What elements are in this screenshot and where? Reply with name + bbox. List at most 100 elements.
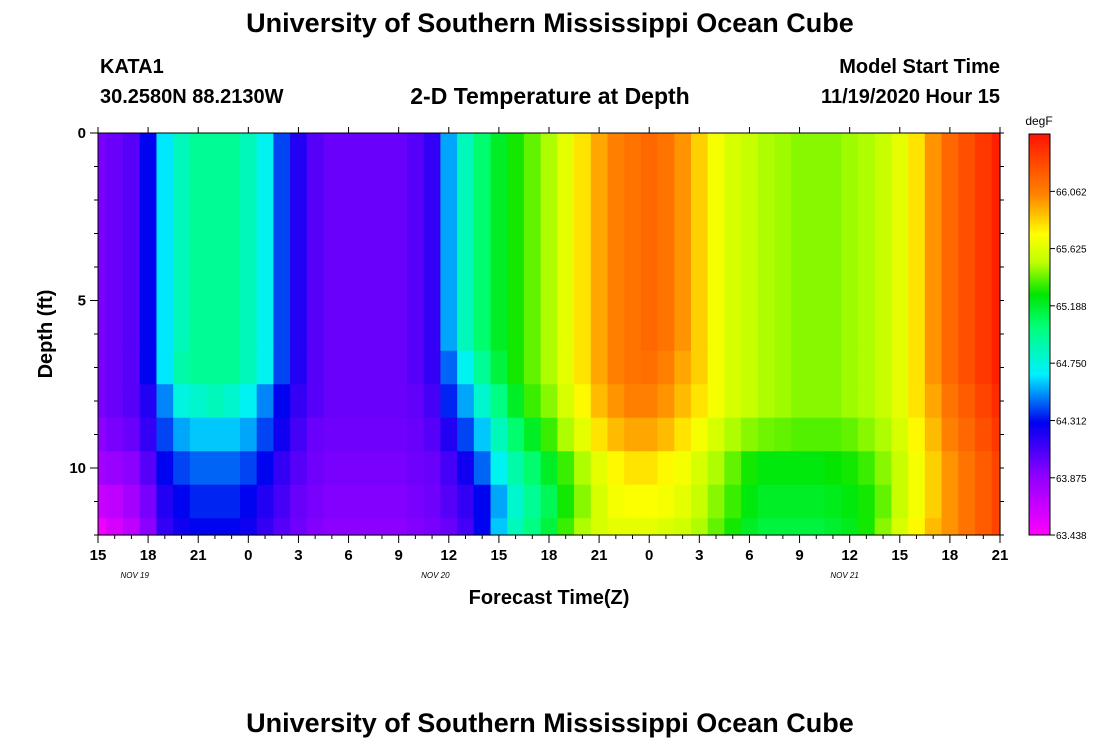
heatmap-cell bbox=[908, 451, 926, 486]
heatmap-cell bbox=[858, 133, 876, 352]
heatmap-cell bbox=[557, 384, 575, 419]
heatmap-cell bbox=[189, 417, 208, 452]
heatmap-cell bbox=[98, 350, 107, 385]
heatmap-cell bbox=[239, 451, 258, 486]
heatmap-cell bbox=[306, 417, 325, 452]
heatmap-cell bbox=[774, 384, 792, 419]
heatmap-cell bbox=[440, 451, 458, 486]
heatmap-cell bbox=[607, 350, 625, 385]
heatmap-cell bbox=[941, 518, 959, 536]
heatmap-cell bbox=[690, 384, 709, 419]
x-date-label: NOV 21 bbox=[830, 571, 858, 580]
heatmap-cell bbox=[373, 484, 391, 519]
heatmap-cell bbox=[407, 133, 425, 352]
heatmap-cell bbox=[173, 133, 191, 352]
heatmap-cell bbox=[306, 384, 325, 419]
colorbar-tick-label: 63.438 bbox=[1056, 531, 1087, 542]
heatmap-cell bbox=[306, 350, 325, 385]
heatmap-cell bbox=[908, 350, 926, 385]
heatmap-cell bbox=[774, 484, 792, 519]
heatmap-cell bbox=[674, 417, 692, 452]
heatmap-cell bbox=[807, 350, 826, 385]
heatmap-cell bbox=[523, 518, 542, 536]
heatmap-cell bbox=[523, 417, 542, 452]
heatmap-cell bbox=[507, 350, 525, 385]
heatmap-cell bbox=[807, 484, 826, 519]
heatmap-cell bbox=[173, 417, 191, 452]
heatmap-cell bbox=[390, 451, 408, 486]
heatmap-cell bbox=[941, 417, 959, 452]
heatmap-cell bbox=[674, 518, 692, 536]
heatmap-cell bbox=[390, 350, 408, 385]
heatmap-cell bbox=[874, 417, 893, 452]
heatmap-cell bbox=[390, 417, 408, 452]
heatmap-cell bbox=[657, 484, 675, 519]
heatmap-cell bbox=[540, 350, 558, 385]
heatmap-cell bbox=[858, 417, 876, 452]
heatmap-cell bbox=[958, 133, 976, 352]
heatmap-cell bbox=[607, 417, 625, 452]
heatmap-cell bbox=[490, 350, 508, 385]
heatmap-cell bbox=[874, 133, 893, 352]
heatmap-cell bbox=[858, 518, 876, 536]
heatmap-cell bbox=[807, 417, 826, 452]
heatmap-cell bbox=[407, 451, 425, 486]
heatmap-cell bbox=[323, 384, 341, 419]
heatmap-cell bbox=[891, 384, 909, 419]
heatmap-cell bbox=[223, 417, 241, 452]
heatmap-cell bbox=[807, 133, 826, 352]
colorbar-tick-label: 65.188 bbox=[1056, 302, 1087, 313]
heatmap-cell bbox=[974, 350, 993, 385]
heatmap-cell bbox=[574, 350, 592, 385]
heatmap-cell bbox=[791, 350, 809, 385]
x-tick-label: 18 bbox=[140, 547, 157, 564]
heatmap-cell bbox=[590, 384, 609, 419]
y-axis-label: Depth (ft) bbox=[35, 290, 57, 379]
heatmap-cell bbox=[473, 451, 492, 486]
heatmap-cell bbox=[223, 350, 241, 385]
heatmap-cell bbox=[941, 133, 959, 352]
heatmap-cell bbox=[106, 133, 124, 352]
heatmap-cell bbox=[457, 484, 475, 519]
heatmap-cell bbox=[924, 518, 943, 536]
heatmap-cell bbox=[156, 451, 174, 486]
heatmap-cell bbox=[841, 417, 859, 452]
heatmap-cell bbox=[557, 417, 575, 452]
heatmap-cell bbox=[473, 484, 492, 519]
colorbar-tick-label: 63.875 bbox=[1056, 474, 1087, 485]
heatmap-cell bbox=[273, 133, 291, 352]
heatmap-cell bbox=[173, 518, 191, 536]
heatmap-cell bbox=[774, 133, 792, 352]
heatmap-cell bbox=[273, 384, 291, 419]
heatmap-cell bbox=[256, 417, 274, 452]
heatmap-cell bbox=[256, 350, 274, 385]
heatmap-cell bbox=[356, 133, 375, 352]
heatmap-cell bbox=[507, 417, 525, 452]
heatmap-cell bbox=[423, 133, 442, 352]
heatmap-cell bbox=[239, 350, 258, 385]
heatmap-cell bbox=[991, 417, 1001, 452]
model-start-value: 11/19/2020 Hour 15 bbox=[820, 86, 1000, 108]
heatmap-cell bbox=[640, 484, 659, 519]
heatmap-cell bbox=[607, 451, 625, 486]
heatmap-cell bbox=[290, 484, 308, 519]
heatmap-cell bbox=[874, 384, 893, 419]
x-date-label: NOV 20 bbox=[421, 571, 450, 580]
heatmap-cell bbox=[757, 417, 776, 452]
heatmap-cell bbox=[924, 451, 943, 486]
heatmap-cell bbox=[106, 484, 124, 519]
heatmap-cell bbox=[674, 350, 692, 385]
heatmap-cell bbox=[974, 133, 993, 352]
heatmap-cell bbox=[407, 384, 425, 419]
heatmap-cell bbox=[473, 518, 492, 536]
heatmap-cell bbox=[874, 350, 893, 385]
heatmap-cell bbox=[974, 518, 993, 536]
heatmap-cell bbox=[356, 484, 375, 519]
heatmap bbox=[98, 133, 1001, 536]
heatmap-cell bbox=[306, 133, 325, 352]
heatmap-cell bbox=[356, 350, 375, 385]
heatmap-cell bbox=[457, 350, 475, 385]
heatmap-cell bbox=[674, 133, 692, 352]
heatmap-cell bbox=[373, 384, 391, 419]
heatmap-cell bbox=[356, 518, 375, 536]
